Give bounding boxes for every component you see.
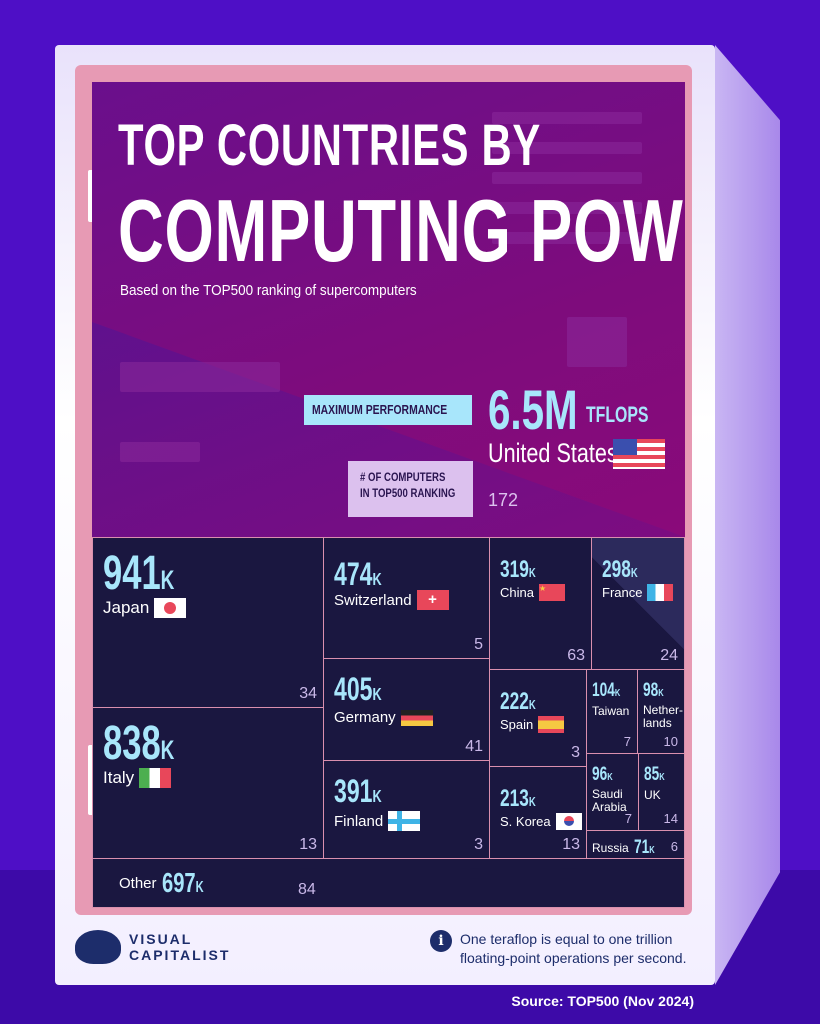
cell-count: 7 bbox=[624, 811, 632, 826]
cell-country: Taiwan bbox=[592, 704, 630, 718]
cell-count: 34 bbox=[299, 685, 317, 702]
cell-country: France bbox=[602, 584, 674, 601]
cell-value: 391K bbox=[334, 773, 382, 809]
cell-italy: 838K Italy 13 bbox=[92, 707, 324, 859]
title-line-1: TOP COUNTRIES BY bbox=[118, 113, 542, 178]
cell-value: 71K bbox=[633, 837, 655, 858]
cell-switzerland: 474K Switzerland + 5 bbox=[323, 537, 490, 659]
visual-capitalist-logo: VISUAL CAPITALIST bbox=[75, 930, 230, 964]
cell-value: 222K bbox=[500, 688, 536, 715]
cell-country: Nether-lands bbox=[643, 703, 684, 730]
cell-country: S. Korea bbox=[500, 813, 582, 830]
cell-count: 3 bbox=[571, 744, 580, 761]
max-performance-label: MAXIMUM PERFORMANCE bbox=[304, 395, 472, 425]
cell-value: 213K bbox=[500, 785, 536, 812]
cell-country: Other 697K bbox=[119, 867, 219, 899]
us-value: 6.5M bbox=[488, 378, 578, 441]
cell-country: Italy bbox=[103, 768, 172, 788]
cell-value: 319K bbox=[500, 556, 536, 583]
cell-taiwan: 104K Taiwan 7 bbox=[586, 669, 638, 754]
cell-uk: 85K UK 14 bbox=[638, 753, 685, 831]
cell-country: Japan bbox=[103, 598, 187, 618]
cell-value: 298K bbox=[602, 556, 638, 583]
cell-netherlands: 98K Nether-lands 10 bbox=[637, 669, 685, 754]
us-name: United States bbox=[488, 438, 665, 469]
case-handle bbox=[88, 745, 94, 815]
china-flag-icon: ★ bbox=[538, 584, 565, 601]
cell-value: 405K bbox=[334, 671, 382, 707]
cell-value: 98K bbox=[643, 680, 664, 701]
cell-count: 63 bbox=[567, 647, 585, 664]
decor-bar bbox=[492, 232, 642, 244]
germany-flag-icon bbox=[400, 709, 433, 726]
switzerland-flag-icon: + bbox=[416, 590, 449, 610]
japan-flag-icon bbox=[154, 598, 187, 618]
cell-count: 24 bbox=[660, 647, 678, 664]
cell-count: 6 bbox=[670, 839, 678, 854]
cell-saudi-arabia: 96K Saudi Arabia 7 bbox=[586, 753, 639, 831]
infographic-screen: TOP COUNTRIES BY COMPUTING POWER Based o… bbox=[92, 82, 685, 908]
cell-count: 84 bbox=[298, 881, 316, 898]
cell-russia: Russia 71K 6 bbox=[586, 830, 685, 859]
cell-value: 838K bbox=[103, 717, 175, 770]
decor-block bbox=[120, 442, 200, 462]
cell-count: 13 bbox=[562, 836, 580, 853]
decor-bar bbox=[492, 172, 642, 184]
cell-value: 104K bbox=[592, 680, 621, 701]
cell-count: 10 bbox=[663, 734, 678, 749]
cell-s-korea: 213K S. Korea 13 bbox=[489, 766, 587, 859]
cell-france: 298K France 24 bbox=[591, 537, 685, 670]
cell-country: Germany bbox=[334, 709, 433, 726]
cell-count: 3 bbox=[474, 836, 483, 853]
decor-bar bbox=[492, 112, 642, 124]
logo-text: VISUAL CAPITALIST bbox=[129, 931, 231, 963]
decor-bar bbox=[492, 142, 642, 154]
cell-finland: 391K Finland 3 bbox=[323, 760, 490, 859]
cell-spain: 222K Spain 3 bbox=[489, 669, 587, 767]
finland-flag-icon bbox=[388, 811, 421, 831]
cell-country: Switzerland + bbox=[334, 590, 449, 610]
decor-block bbox=[120, 362, 280, 392]
info-icon: i bbox=[430, 930, 452, 952]
decor-bar bbox=[492, 202, 642, 214]
subtitle: Based on the TOP500 ranking of supercomp… bbox=[120, 282, 417, 299]
cell-value: 474K bbox=[334, 556, 382, 592]
south-korea-flag-icon bbox=[555, 813, 582, 830]
us-count: 172 bbox=[488, 490, 519, 510]
us-flag-icon bbox=[613, 438, 665, 469]
unit-label: TFLOPS bbox=[586, 402, 649, 427]
logo-mark-icon bbox=[75, 930, 121, 964]
teraflop-note: i One teraflop is equal to one trillion f… bbox=[430, 930, 686, 968]
cell-country: China ★ bbox=[500, 584, 565, 601]
cell-other: Other 697K 84 bbox=[92, 858, 685, 908]
italy-flag-icon bbox=[139, 768, 172, 788]
case-side bbox=[715, 45, 780, 985]
cell-country: UK bbox=[644, 788, 661, 802]
cell-country: Saudi Arabia bbox=[592, 787, 627, 814]
cell-count: 13 bbox=[299, 836, 317, 853]
source-label: Source: TOP500 (Nov 2024) bbox=[511, 993, 694, 1009]
cell-japan: 941K Japan 34 bbox=[92, 537, 324, 708]
cell-value: 96K bbox=[592, 764, 613, 785]
cell-count: 41 bbox=[465, 738, 483, 755]
cell-china: 319K China ★ 63 bbox=[489, 537, 592, 670]
title-line-2: COMPUTING POWER bbox=[118, 181, 685, 280]
cell-value: 85K bbox=[644, 764, 665, 785]
cell-count: 14 bbox=[663, 811, 678, 826]
count-label: # OF COMPUTERS IN TOP500 RANKING bbox=[348, 461, 473, 517]
header-section: TOP COUNTRIES BY COMPUTING POWER Based o… bbox=[92, 82, 685, 537]
cell-value: 697K bbox=[161, 867, 204, 898]
cell-country: Russia 71K bbox=[592, 837, 662, 859]
france-flag-icon bbox=[647, 584, 674, 601]
decor-block bbox=[567, 317, 627, 367]
case-handle bbox=[88, 170, 94, 222]
cell-count: 7 bbox=[623, 734, 631, 749]
cell-germany: 405K Germany 41 bbox=[323, 658, 490, 761]
cell-value: 941K bbox=[103, 547, 175, 600]
cell-count: 5 bbox=[474, 636, 483, 653]
spain-flag-icon bbox=[538, 716, 565, 733]
cell-country: Finland bbox=[334, 811, 421, 831]
cell-country: Spain bbox=[500, 716, 565, 733]
